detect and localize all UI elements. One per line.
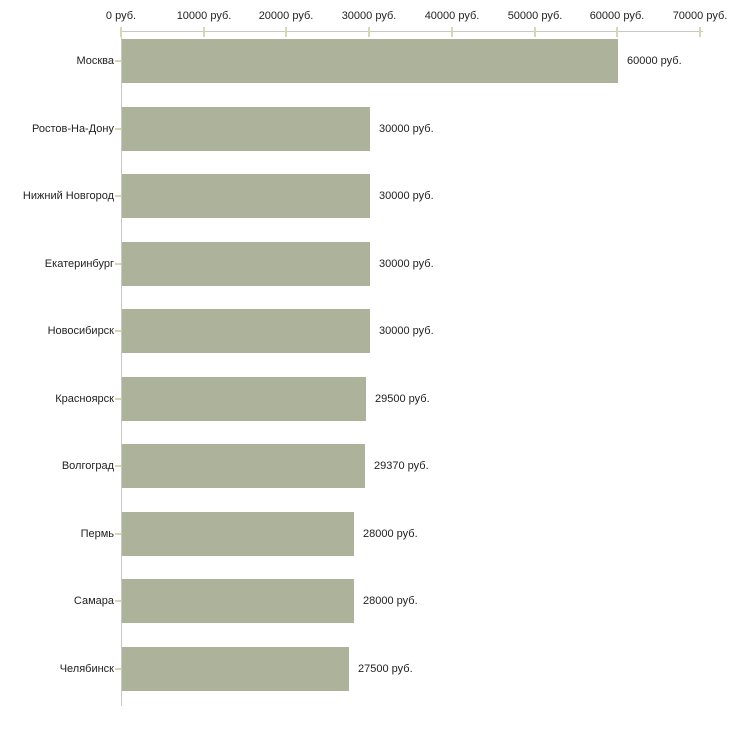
value-label: 27500 руб. <box>358 663 413 675</box>
x-axis-tick <box>120 27 122 37</box>
y-axis-tick <box>115 195 121 197</box>
x-axis-tick-label: 10000 руб. <box>176 10 232 22</box>
x-axis-tick <box>203 27 205 37</box>
x-axis-tick-label: 70000 руб. <box>672 10 728 22</box>
x-axis-tick <box>285 27 287 37</box>
bar <box>122 512 354 556</box>
value-label: 29370 руб. <box>374 460 429 472</box>
y-axis-line <box>121 31 122 706</box>
bar <box>122 377 366 421</box>
x-axis-tick <box>534 27 536 37</box>
value-label: 30000 руб. <box>379 123 434 135</box>
bar <box>122 107 370 151</box>
bar <box>122 647 349 691</box>
x-axis-tick-label: 20000 руб. <box>258 10 314 22</box>
x-axis-tick <box>699 27 701 37</box>
y-axis-tick <box>115 128 121 130</box>
y-axis-tick <box>115 600 121 602</box>
bar <box>122 444 365 488</box>
y-axis-tick <box>115 330 121 332</box>
x-axis-tick <box>616 27 618 37</box>
x-axis-tick-label: 40000 руб. <box>424 10 480 22</box>
category-label: Самара <box>73 595 114 607</box>
value-label: 60000 руб. <box>627 55 682 67</box>
y-axis-tick <box>115 398 121 400</box>
y-axis-tick <box>115 60 121 62</box>
category-label: Пермь <box>80 528 114 540</box>
x-axis-line <box>121 31 703 32</box>
value-label: 28000 руб. <box>363 528 418 540</box>
bar <box>122 309 370 353</box>
value-label: 30000 руб. <box>379 258 434 270</box>
category-label: Нижний Новгород <box>22 190 114 202</box>
y-axis-tick <box>115 263 121 265</box>
x-axis-tick-label: 0 руб. <box>105 10 137 22</box>
bar <box>122 579 354 623</box>
value-label: 29500 руб. <box>375 393 430 405</box>
category-label: Челябинск <box>59 663 114 675</box>
category-label: Ростов-На-Дону <box>31 123 114 135</box>
y-axis-tick <box>115 465 121 467</box>
category-label: Екатеринбург <box>44 258 114 270</box>
category-label: Волгоград <box>61 460 114 472</box>
value-label: 28000 руб. <box>363 595 418 607</box>
x-axis-tick-label: 50000 руб. <box>507 10 563 22</box>
x-axis-tick <box>368 27 370 37</box>
category-label: Новосибирск <box>47 325 114 337</box>
category-label: Москва <box>76 55 114 67</box>
x-axis-tick-label: 30000 руб. <box>341 10 397 22</box>
bar <box>122 39 618 83</box>
value-label: 30000 руб. <box>379 190 434 202</box>
category-label: Красноярск <box>55 393 114 405</box>
x-axis-tick-label: 60000 руб. <box>589 10 645 22</box>
x-axis-tick <box>451 27 453 37</box>
y-axis-tick <box>115 533 121 535</box>
value-label: 30000 руб. <box>379 325 434 337</box>
bar <box>122 174 370 218</box>
bar <box>122 242 370 286</box>
y-axis-tick <box>115 668 121 670</box>
